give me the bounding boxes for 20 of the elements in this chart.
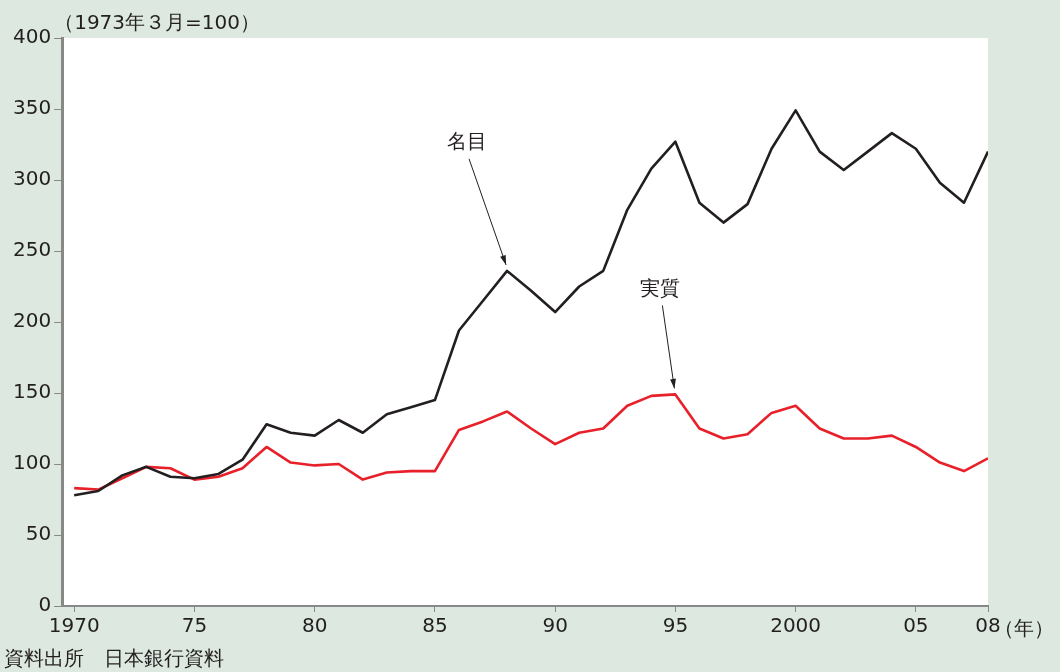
y-tick-label: 250 bbox=[12, 237, 52, 262]
x-tick-label: 85 bbox=[422, 613, 448, 638]
y-tick-label: 150 bbox=[12, 379, 52, 404]
x-tick-label: 08 bbox=[975, 613, 1001, 638]
x-tick-label: 95 bbox=[662, 613, 689, 638]
x-tick-label: 90 bbox=[542, 613, 568, 638]
annotation: 実質 bbox=[640, 275, 681, 300]
y-axis-title: （1973年３月=100） bbox=[54, 10, 261, 35]
text: 資料出所 日本銀行資料 bbox=[4, 646, 224, 671]
y-tick-label: 50 bbox=[25, 521, 52, 546]
x-tick-label: 2000 bbox=[770, 613, 822, 638]
y-tick-label: 200 bbox=[12, 308, 52, 333]
x-tick-label: 80 bbox=[301, 613, 328, 638]
x-tick-label: 05 bbox=[903, 613, 929, 638]
x-tick-label: 75 bbox=[181, 613, 208, 638]
y-tick-label: 400 bbox=[12, 24, 52, 49]
y-tick-label: 350 bbox=[12, 95, 52, 120]
y-tick-label: 100 bbox=[12, 450, 52, 475]
y-tick-label: 300 bbox=[12, 166, 52, 191]
annotation: 名目 bbox=[447, 129, 488, 154]
